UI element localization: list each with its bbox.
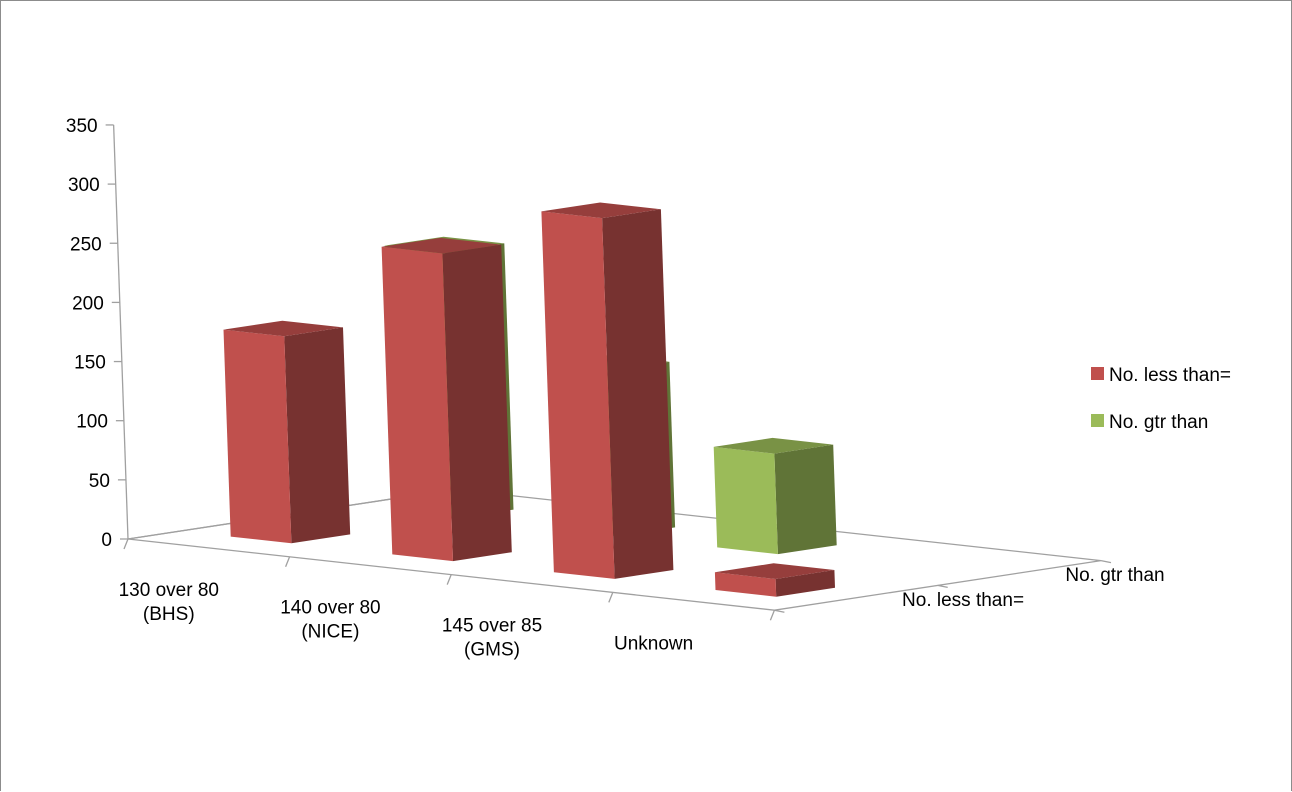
depth-axis-label: No. less than= xyxy=(902,590,1024,611)
y-tick-label: 350 xyxy=(66,116,98,137)
bar-side-face xyxy=(602,209,674,579)
bar-side-face xyxy=(284,327,351,544)
x-tick-mark xyxy=(123,538,129,550)
legend-swatch xyxy=(1091,367,1104,380)
x-tick-mark xyxy=(769,609,776,621)
bar-front-face xyxy=(713,446,778,555)
bar-gtr-than-3 xyxy=(713,437,837,555)
bar-side-face xyxy=(442,244,512,562)
x-tick-mark xyxy=(608,592,614,603)
depth-tick-mark xyxy=(774,609,785,613)
y-tick-label: 0 xyxy=(101,530,112,551)
bar-less-than-3 xyxy=(541,202,674,579)
bar-top-face xyxy=(541,202,661,219)
x-tick-label: 145 over 85 (GMS) xyxy=(442,616,542,661)
bar-front-face xyxy=(381,246,453,562)
bar-top-face xyxy=(713,437,834,454)
bar-less-than-4 xyxy=(714,563,835,597)
y-tick-label: 200 xyxy=(72,293,104,314)
x-tick-label: 130 over 80 (BHS) xyxy=(119,580,219,625)
y-axis-line xyxy=(112,124,129,540)
y-tick-label: 300 xyxy=(68,175,100,196)
x-tick-mark xyxy=(284,556,291,568)
depth-tick-mark xyxy=(1100,559,1112,564)
bar-side-face xyxy=(774,444,837,555)
chart-bars xyxy=(223,202,837,597)
chart-legend: No. less than= No. gtr than xyxy=(1091,365,1231,433)
bar-top-face xyxy=(714,563,835,579)
bar-less-than-2 xyxy=(381,237,512,562)
bar-front-face xyxy=(541,211,615,579)
bar-side-face xyxy=(775,570,835,597)
legend-swatch xyxy=(1091,414,1104,427)
depth-axis-label: No. gtr than xyxy=(1065,565,1164,586)
bar-front-face xyxy=(714,572,777,597)
y-tick-label: 50 xyxy=(89,471,110,492)
y-tick-label: 150 xyxy=(74,353,106,374)
bar-front-face xyxy=(223,329,292,544)
x-tick-mark xyxy=(446,574,452,585)
depth-tick-mark xyxy=(937,584,948,589)
legend-label: No. gtr than xyxy=(1109,412,1208,433)
legend-label: No. less than= xyxy=(1109,365,1231,386)
y-tick-label: 250 xyxy=(70,234,102,255)
bar-top-face xyxy=(223,320,343,337)
chart-labels: 0 50 100 150 200 250 300 350 130 over 80 (BHS) 140… xyxy=(66,116,1165,661)
bar-top-face xyxy=(381,237,502,254)
x-tick-label: 140 over 80 (NICE) xyxy=(280,598,380,643)
bar-less-than-1 xyxy=(223,320,351,544)
x-tick-label: Unknown xyxy=(614,633,693,654)
y-tick-label: 100 xyxy=(76,412,108,433)
